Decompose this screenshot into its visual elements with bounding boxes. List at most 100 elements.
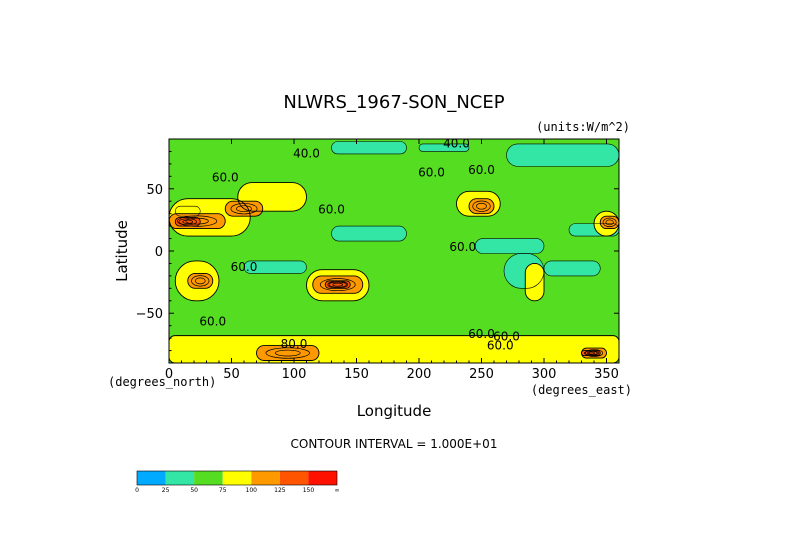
region-level-1 bbox=[506, 143, 619, 167]
contour-label: 60.0 bbox=[318, 203, 345, 217]
contour-line bbox=[456, 190, 501, 217]
contour-line bbox=[224, 200, 264, 217]
legend-level-label: 25 bbox=[162, 487, 170, 494]
contour-line bbox=[588, 350, 600, 356]
region-level-1 bbox=[475, 238, 544, 254]
plot-area: 40.040.060.0 60.0 60.060.060.060.060.060.0… bbox=[169, 137, 619, 363]
contour-line bbox=[243, 260, 307, 274]
y-axis-label: Latitude bbox=[113, 220, 131, 282]
contour-line bbox=[599, 215, 619, 230]
legend-swatch bbox=[279, 471, 309, 485]
contour-line bbox=[331, 141, 407, 155]
legend-level-label: 150 bbox=[303, 487, 315, 494]
legend-level-label: 50 bbox=[190, 487, 198, 494]
contour-line bbox=[230, 203, 258, 215]
contour-line bbox=[328, 281, 347, 288]
contour-line bbox=[237, 182, 307, 212]
contour-line bbox=[593, 210, 619, 237]
contour-label: 60.0 bbox=[212, 170, 239, 184]
region-level-3 bbox=[525, 263, 544, 301]
contour-line bbox=[332, 282, 344, 287]
contour-line bbox=[174, 205, 201, 217]
contour-label: 60.0 bbox=[449, 240, 476, 254]
contour-line bbox=[265, 347, 310, 359]
contour-line bbox=[174, 216, 201, 227]
contour-line bbox=[506, 143, 619, 167]
contour-label: 40.0 bbox=[293, 147, 320, 161]
legend-frame bbox=[136, 470, 338, 486]
legend-level-label: 100 bbox=[246, 487, 258, 494]
chart-title: NLWRS_1967-SON_NCEP bbox=[283, 92, 504, 113]
contour-line bbox=[187, 272, 214, 289]
x-tick-label: 300 bbox=[532, 367, 557, 382]
contour-label: 60.0 bbox=[418, 165, 445, 179]
legend-level-label: 125 bbox=[274, 487, 286, 494]
contour-line bbox=[581, 350, 601, 356]
region-level-1 bbox=[419, 143, 469, 152]
x-tick-label: 200 bbox=[407, 367, 432, 382]
contour-line bbox=[472, 200, 491, 212]
legend-swatch bbox=[137, 471, 166, 485]
contour-labels: 40.040.060.0 60.0 60.060.060.060.060.060.0… bbox=[199, 137, 520, 352]
region-level-1 bbox=[331, 226, 407, 242]
contour-line bbox=[174, 260, 220, 302]
contour-line bbox=[169, 335, 619, 363]
contour-line bbox=[185, 217, 209, 225]
region-level-1 bbox=[544, 260, 601, 276]
contour-line bbox=[194, 277, 206, 285]
contour-label: 60.0 bbox=[493, 330, 520, 344]
contour-line bbox=[191, 275, 210, 287]
contour-line bbox=[182, 219, 194, 224]
contour-interval-label: CONTOUR INTERVAL = 1.000E+01 bbox=[291, 437, 498, 451]
contour-label: 60.0 bbox=[199, 315, 226, 329]
legend-swatch bbox=[194, 471, 223, 485]
contour-label: 60.0 bbox=[468, 163, 495, 177]
contour-line bbox=[605, 219, 614, 226]
x-axis-ticks: 0 50 100 150 200 250 300 350 bbox=[165, 139, 619, 382]
contour-label: 60.0 bbox=[468, 327, 495, 341]
y-tick-label: 50 bbox=[146, 183, 163, 198]
region-level-2 bbox=[169, 139, 619, 363]
contour-line bbox=[169, 198, 251, 237]
x-tick-label: 50 bbox=[223, 367, 240, 382]
contour-line bbox=[177, 215, 218, 227]
contour-line bbox=[602, 217, 617, 228]
contour-line bbox=[583, 350, 598, 356]
x-unit-label: (degrees_east) bbox=[531, 383, 632, 397]
color-legend: 0 25 50 75 100 125 150 ∞ bbox=[135, 470, 340, 494]
x-tick-label: 150 bbox=[344, 367, 369, 382]
contour-line bbox=[584, 349, 604, 357]
legend-level-label: ∞ bbox=[335, 487, 340, 494]
contour-lines bbox=[169, 141, 619, 363]
x-axis-label: Longitude bbox=[357, 402, 432, 420]
contour-line bbox=[319, 278, 356, 292]
legend-swatch bbox=[165, 471, 195, 485]
contour-label: 60.0 bbox=[231, 260, 258, 274]
region-level-3 bbox=[169, 335, 619, 363]
contour-line bbox=[306, 269, 370, 302]
contour-line bbox=[476, 202, 487, 210]
contour-label: 40.0 bbox=[443, 137, 470, 151]
contour-line bbox=[256, 345, 320, 361]
x-tick-label: 250 bbox=[469, 367, 494, 382]
x-tick-label: 100 bbox=[282, 367, 307, 382]
contour-line bbox=[586, 351, 595, 355]
legend-level-label: 75 bbox=[219, 487, 227, 494]
contour-line bbox=[543, 260, 601, 277]
legend-swatch bbox=[251, 471, 280, 485]
legend-swatch bbox=[308, 471, 337, 485]
contour-line bbox=[274, 349, 301, 357]
x-tick-label: 0 bbox=[165, 367, 173, 382]
legend-swatch bbox=[222, 471, 252, 485]
contour-line bbox=[236, 205, 252, 213]
contour-line bbox=[468, 198, 495, 215]
contour-label: 60.0 bbox=[487, 338, 514, 352]
contour-line bbox=[524, 262, 545, 302]
x-tick-label: 350 bbox=[594, 367, 619, 382]
contour-line bbox=[418, 143, 470, 152]
contour-line bbox=[327, 280, 349, 289]
y-unit-label: (degrees_north) bbox=[108, 375, 216, 389]
units-label: (units:W/m^2) bbox=[536, 120, 630, 134]
contour-line bbox=[474, 238, 545, 254]
